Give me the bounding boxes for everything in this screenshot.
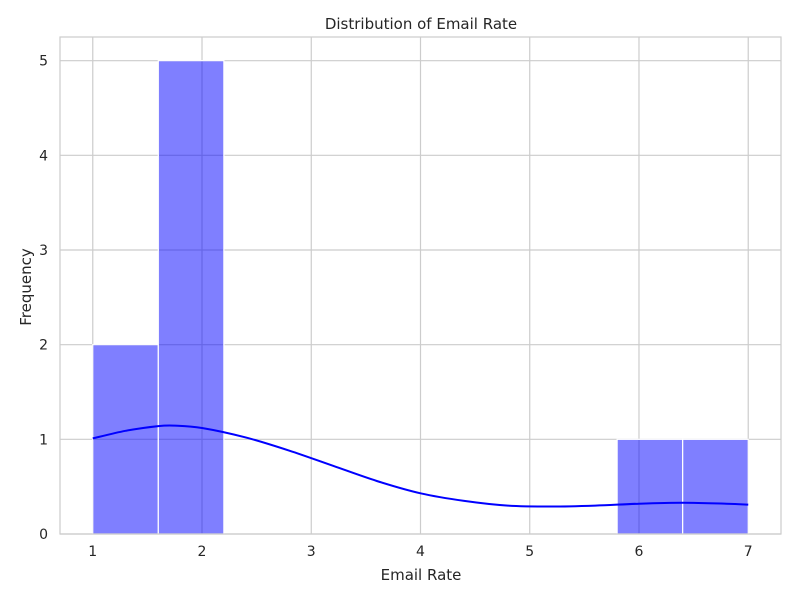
y-tick-label: 0 xyxy=(39,527,48,543)
histogram-bar xyxy=(682,438,749,535)
x-tick-label: 5 xyxy=(525,544,534,560)
histogram-bar xyxy=(616,438,684,535)
bars xyxy=(92,60,749,535)
x-tick-label: 2 xyxy=(198,544,207,560)
x-tick-labels: 1 2 3 4 5 6 7 xyxy=(88,544,752,560)
y-tick-label: 3 xyxy=(39,243,48,259)
plot-frame xyxy=(59,36,782,535)
histogram-bar xyxy=(92,344,159,535)
y-axis-label: Frequency xyxy=(17,248,35,326)
y-tick-label: 4 xyxy=(39,148,48,164)
x-tick-label: 6 xyxy=(635,544,644,560)
x-axis-label: Email Rate xyxy=(381,566,462,584)
x-tick-label: 1 xyxy=(88,544,97,560)
kde-curve xyxy=(92,424,749,508)
x-tick-label: 7 xyxy=(744,544,753,560)
chart-title: Distribution of Email Rate xyxy=(325,15,517,33)
histogram-bar xyxy=(157,60,225,535)
y-tick-label: 2 xyxy=(39,338,48,354)
y-tick-labels: 0 1 2 3 4 5 xyxy=(39,54,48,543)
x-tick-label: 4 xyxy=(416,544,425,560)
x-tick-label: 3 xyxy=(307,544,316,560)
kde-curve-group xyxy=(92,424,749,508)
y-tick-label: 5 xyxy=(39,54,48,70)
y-tick-label: 1 xyxy=(39,432,48,448)
